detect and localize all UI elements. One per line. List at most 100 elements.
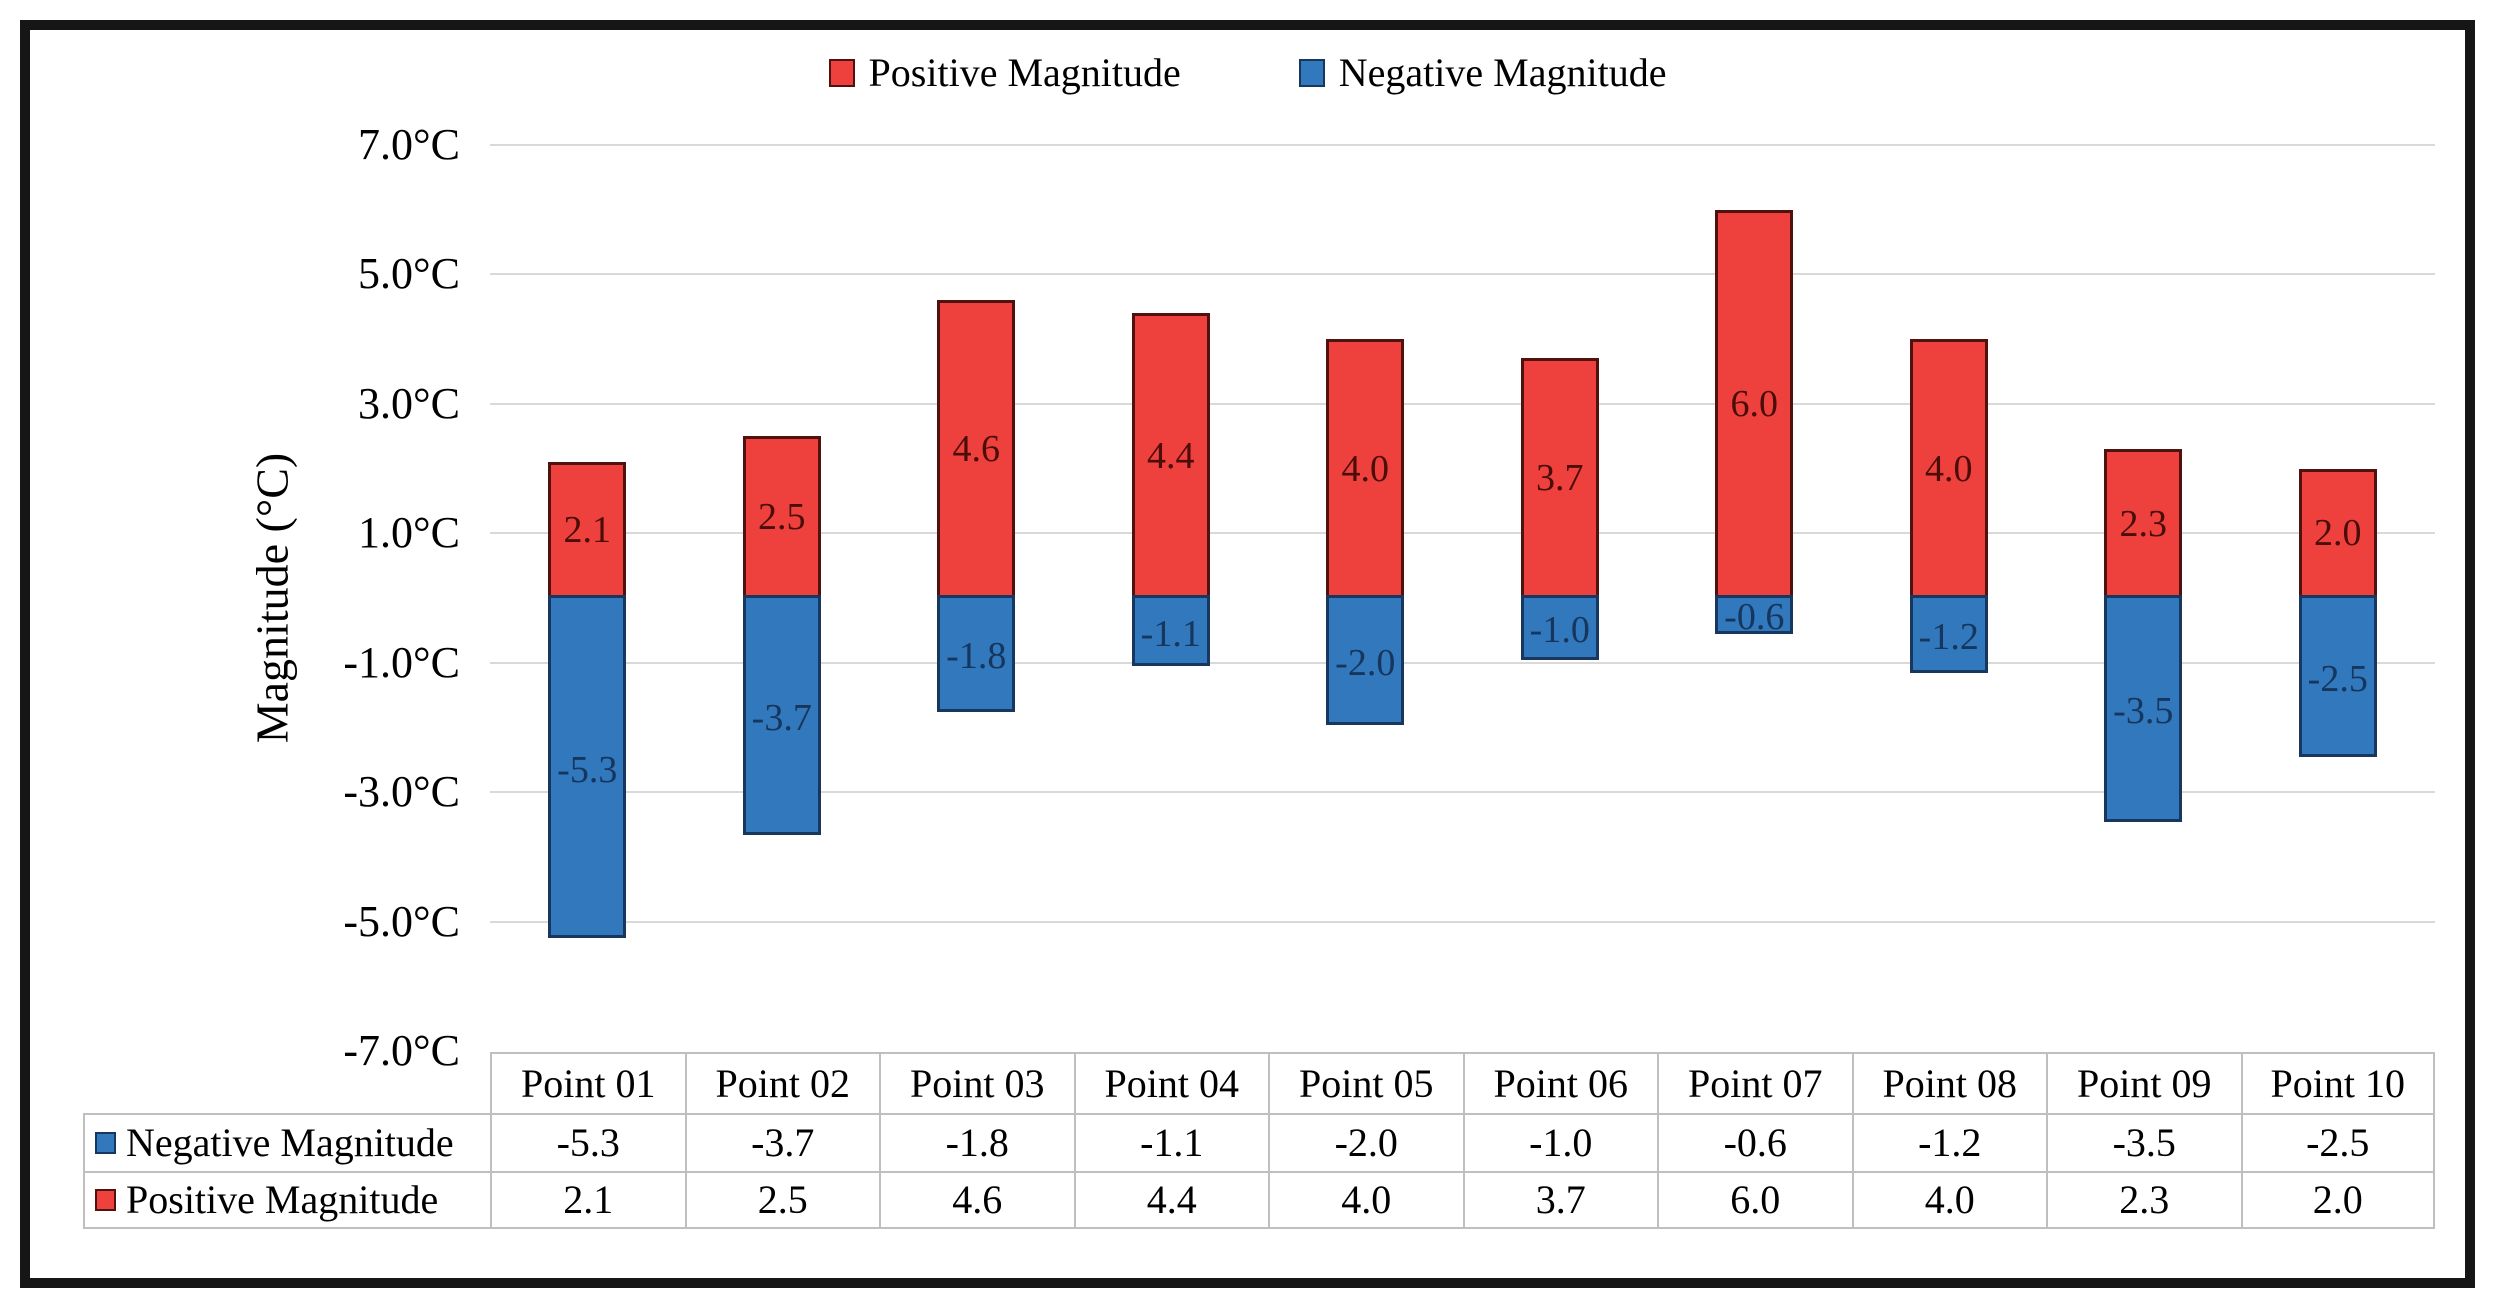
bar-data-label-positive: 3.7 xyxy=(1536,457,1584,500)
table-value-cell: 2.0 xyxy=(2240,1171,2435,1229)
y-tick-label: 1.0°C xyxy=(358,508,460,558)
table-header-cell: Point 03 xyxy=(879,1052,1074,1113)
bar-negative-segment xyxy=(1909,595,1988,673)
bar-data-label-positive: 2.0 xyxy=(2314,512,2362,555)
table-value-cell: 2.1 xyxy=(490,1171,685,1229)
bar-data-label-positive: 2.1 xyxy=(563,509,612,551)
gridline xyxy=(490,920,2435,923)
bar-negative-segment xyxy=(1520,595,1599,660)
bar-data-label-positive: 6.0 xyxy=(1730,382,1779,425)
bar-data-label-negative: -2.5 xyxy=(2307,657,2368,700)
table-header-cell: Point 02 xyxy=(684,1052,879,1113)
legend-item-negative-magnitude: Negative Magnitude xyxy=(1298,50,1667,95)
chart-legend: Positive Magnitude Negative Magnitude xyxy=(0,44,2495,102)
bar-positive-segment xyxy=(548,462,627,598)
table-header-cell: Point 06 xyxy=(1462,1052,1657,1113)
bar-positive-segment xyxy=(1715,209,1794,598)
table-row-label-text: Positive Magnitude xyxy=(126,1177,439,1222)
bar-data-label-positive: 2.3 xyxy=(2119,502,2168,545)
y-tick-label: -3.0°C xyxy=(343,767,460,817)
gridline xyxy=(490,661,2435,664)
bar-data-label-positive: 4.4 xyxy=(1147,434,1195,477)
table-value-cell: -2.5 xyxy=(2240,1113,2435,1171)
table-value-cell: 4.6 xyxy=(879,1171,1074,1229)
bar-negative-segment xyxy=(742,595,821,835)
gridline xyxy=(490,402,2435,405)
y-tick-label: -1.0°C xyxy=(343,637,460,687)
bar-negative-segment xyxy=(2298,595,2377,757)
table-header-cell: Point 04 xyxy=(1073,1052,1268,1113)
bar-negative-segment xyxy=(548,595,627,939)
table-header-cell: Point 05 xyxy=(1268,1052,1463,1113)
bar-positive-segment xyxy=(1131,313,1210,598)
table-value-cell: -1.1 xyxy=(1073,1113,1268,1171)
bar-data-label-negative: -1.1 xyxy=(1140,612,1201,655)
bar-data-label-positive: 4.0 xyxy=(1925,447,1973,490)
table-value-cell: -3.7 xyxy=(684,1113,879,1171)
bar-data-label-positive: 4.6 xyxy=(952,428,1001,471)
legend-label-positive: Positive Magnitude xyxy=(868,50,1181,95)
bar-negative-segment xyxy=(1326,595,1405,725)
bar-negative-segment xyxy=(2104,595,2183,822)
legend-item-positive-magnitude: Positive Magnitude xyxy=(828,50,1181,95)
table-value-cell: 4.0 xyxy=(1851,1171,2046,1229)
bar-data-label-negative: -1.2 xyxy=(1918,615,1979,658)
table-value-cell: 2.5 xyxy=(684,1171,879,1229)
bar-positive-segment xyxy=(2104,449,2183,598)
bar-data-label-negative: -0.6 xyxy=(1724,596,1785,639)
table-value-cell: 4.0 xyxy=(1268,1171,1463,1229)
table-row-label-text: Negative Magnitude xyxy=(126,1120,454,1165)
table-value-cell: 6.0 xyxy=(1657,1171,1852,1229)
table-value-cell: -3.5 xyxy=(2046,1113,2241,1171)
gridline xyxy=(490,791,2435,794)
table-row-label: Positive Magnitude xyxy=(83,1171,490,1229)
table-swatch-blue-icon xyxy=(95,1132,116,1154)
y-axis-title: Magnitude (°C) xyxy=(246,452,298,744)
table-value-cell: -1.2 xyxy=(1851,1113,2046,1171)
table-swatch-red-icon xyxy=(95,1189,116,1211)
gridline xyxy=(490,143,2435,146)
y-tick-label: 3.0°C xyxy=(358,378,460,428)
table-value-cell: -5.3 xyxy=(490,1113,685,1171)
table-value-cell: 2.3 xyxy=(2046,1171,2241,1229)
bar-positive-segment xyxy=(1520,358,1599,598)
table-header-cell: Point 10 xyxy=(2240,1052,2435,1113)
bar-data-label-negative: -5.3 xyxy=(557,748,618,791)
legend-label-negative: Negative Magnitude xyxy=(1338,50,1667,95)
table-value-cell: -0.6 xyxy=(1657,1113,1852,1171)
gridline xyxy=(490,532,2435,535)
bar-data-label-negative: -1.0 xyxy=(1529,609,1590,652)
y-tick-label: -5.0°C xyxy=(343,896,460,946)
gridline xyxy=(490,273,2435,276)
bar-data-label-negative: -3.5 xyxy=(2113,690,2174,733)
table-value-cell: -2.0 xyxy=(1268,1113,1463,1171)
bar-positive-segment xyxy=(742,436,821,598)
y-tick-label: 7.0°C xyxy=(358,119,460,169)
bar-negative-segment xyxy=(937,595,1016,712)
bar-negative-segment xyxy=(1131,595,1210,667)
table-value-cell: 3.7 xyxy=(1462,1171,1657,1229)
bar-data-label-negative: -1.8 xyxy=(946,635,1007,678)
data-table: Point 01 Point 02 Point 03 Point 04 Point 05… xyxy=(83,1052,2435,1229)
bar-data-label-negative: -2.0 xyxy=(1335,641,1396,684)
bar-data-label-negative: -3.7 xyxy=(751,696,812,739)
table-value-cell: -1.0 xyxy=(1462,1113,1657,1171)
legend-swatch-blue-icon xyxy=(1298,59,1325,87)
y-tick-label: 5.0°C xyxy=(358,249,460,299)
bar-data-label-positive: 2.5 xyxy=(758,496,806,539)
bar-data-label-positive: 4.0 xyxy=(1341,447,1390,490)
table-header-cell: Point 07 xyxy=(1657,1052,1852,1113)
bar-positive-segment xyxy=(937,300,1016,598)
table-corner-cell xyxy=(83,1052,490,1113)
table-value-cell: 4.4 xyxy=(1073,1171,1268,1229)
bar-positive-segment xyxy=(1326,339,1405,598)
bar-positive-segment xyxy=(1909,339,1988,598)
table-row-label: Negative Magnitude xyxy=(83,1113,490,1171)
table-header-cell: Point 08 xyxy=(1851,1052,2046,1113)
table-header-cell: Point 09 xyxy=(2046,1052,2241,1113)
y-tick-label: -7.0°C xyxy=(343,1026,460,1076)
bar-positive-segment xyxy=(2298,468,2377,598)
table-value-cell: -1.8 xyxy=(879,1113,1074,1171)
legend-swatch-red-icon xyxy=(828,59,855,87)
